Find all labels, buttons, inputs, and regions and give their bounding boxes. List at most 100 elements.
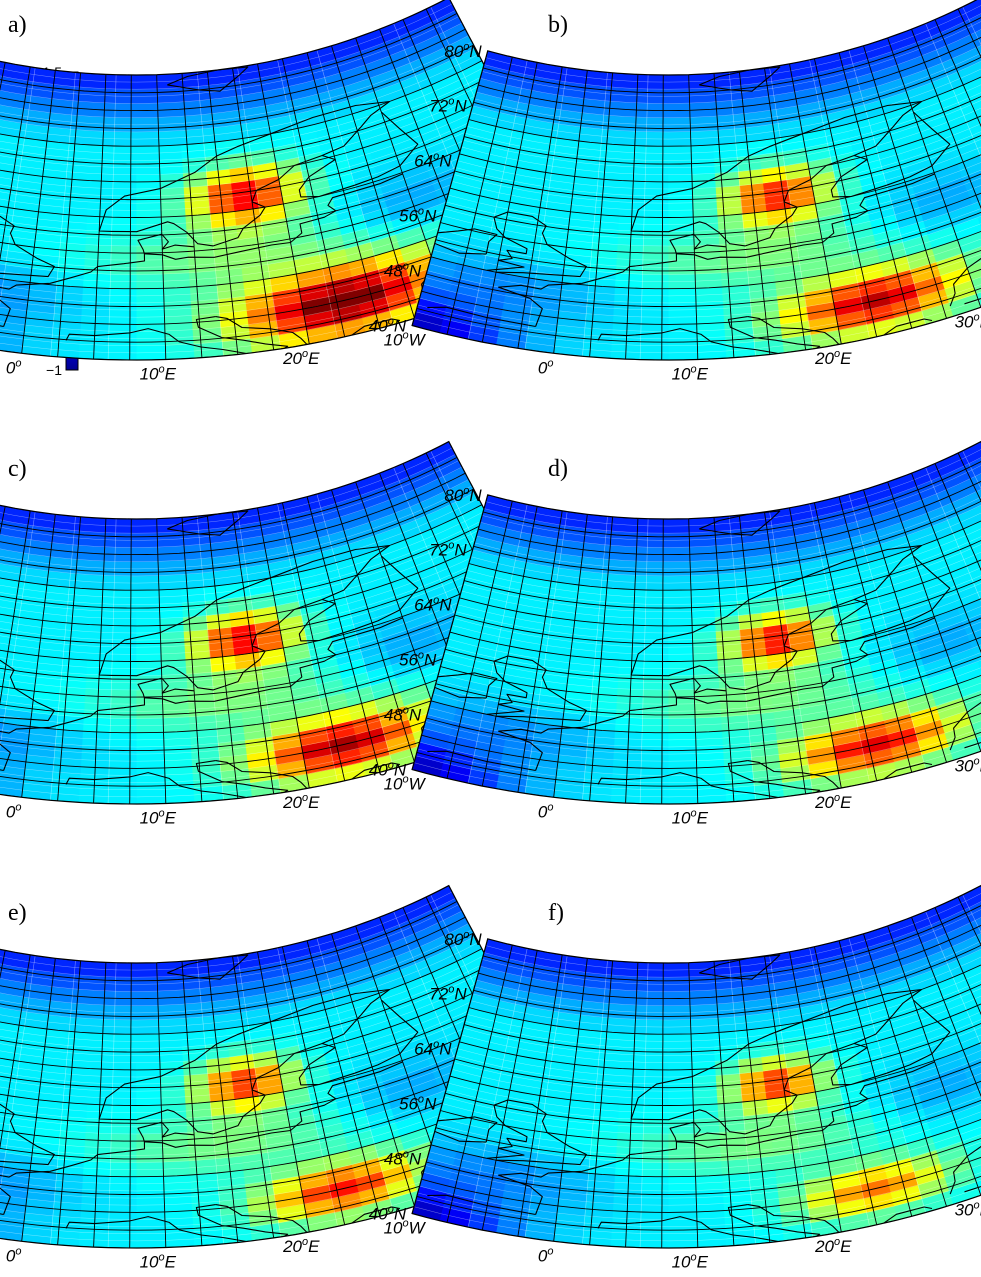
coastline (167, 954, 249, 980)
field-cell (972, 638, 981, 662)
longitude-label: 10oE (672, 808, 709, 828)
field-cell (974, 576, 981, 600)
field-cell (967, 181, 981, 205)
graticule-parallel (426, 646, 981, 752)
graticule-parallel (0, 107, 507, 201)
graticule-parallel (454, 107, 981, 201)
coastline (498, 1141, 678, 1215)
coastline (431, 1116, 498, 1143)
latitude-label: 72oN (429, 984, 467, 1004)
field-cell (977, 207, 981, 232)
coastline (215, 1204, 311, 1236)
graticule-parallel (482, 457, 981, 538)
longitude-label: 0o (538, 1245, 554, 1265)
longitude-label: 10oW (384, 1218, 427, 1238)
coastline (351, 318, 401, 336)
latitude-label: 80oN (444, 485, 482, 505)
graticule-parallel (435, 170, 981, 272)
map-panel-d: d) 40oN 48oN 56oN 64oN 72oN 80oN 10oW 0o 10oE 20oE… (369, 440, 981, 828)
graticule-parallel (0, 457, 458, 538)
coastline (699, 66, 781, 92)
longitude-label: 10oE (140, 808, 177, 828)
field-cell (962, 167, 981, 192)
panel-label: a) (8, 12, 27, 38)
graticule-parallel (0, 60, 483, 147)
graticule-parallel (0, 598, 532, 698)
field-cell (972, 194, 981, 218)
field-cell (974, 910, 981, 934)
field-cell (968, 9, 981, 33)
coastline (137, 1061, 403, 1148)
longitude-label: 0o (538, 801, 554, 821)
map-frame (0, 0, 583, 361)
graticule-parallel (416, 1121, 981, 1231)
graticule-parallel (0, 76, 491, 165)
graticule-parallel (0, 932, 474, 1017)
longitude-label: 20oE (282, 1236, 320, 1256)
graticule-parallel (421, 1106, 981, 1213)
graticule-parallel (454, 551, 981, 645)
field-cell (973, 514, 981, 538)
coastline (215, 316, 311, 348)
graticule-parallel (435, 614, 981, 716)
coastline (747, 1204, 843, 1236)
coastline (215, 760, 311, 792)
coastline (883, 1206, 933, 1224)
field-cell (967, 625, 981, 649)
graticule-parallel (449, 1011, 981, 1106)
graticule-parallel (0, 1011, 516, 1106)
longitude-label: 0o (6, 1245, 22, 1265)
graticule-parallel (459, 979, 981, 1071)
map-field (412, 0, 981, 360)
coastline (830, 555, 951, 642)
field-cell (977, 1095, 981, 1120)
longitude-label: 0o (6, 801, 22, 821)
coastline (486, 1099, 587, 1166)
longitude-label: 10oE (140, 364, 177, 384)
latitude-label: 64oN (414, 595, 452, 615)
panel-label: f) (548, 900, 564, 926)
graticule-parallel (421, 218, 981, 325)
graticule-parallel (435, 1058, 981, 1160)
latitude-label: 48oN (384, 261, 422, 281)
graticule-parallel (440, 1042, 981, 1142)
coastline (0, 1141, 146, 1215)
graticule-parallel (0, 1058, 541, 1160)
graticule-parallel (0, 520, 491, 609)
graticule-parallel (0, 964, 491, 1053)
coastline (747, 316, 843, 348)
latitude-label: 80oN (444, 929, 482, 949)
longitude-label: 10oW (384, 774, 427, 794)
graticule-parallel (445, 583, 981, 680)
coastline (830, 999, 951, 1086)
field-cell (972, 1082, 981, 1106)
graticule-parallel (445, 139, 981, 236)
coastline (431, 672, 498, 699)
longitude-label: 10oE (140, 1252, 177, 1272)
latitude-label: 72oN (429, 96, 467, 116)
coastline (486, 211, 587, 278)
graticule-parallel (478, 28, 981, 112)
field-cell (977, 651, 981, 676)
coastline (427, 750, 536, 772)
longitude-label: 20oE (814, 792, 852, 812)
latitude-label: 56oN (399, 650, 437, 670)
coastline (298, 111, 419, 198)
map-panel-e: e) 40oN 48oN 56oN 64oN 72oN 80oN 10oW 0o 10oE 20oE… (0, 884, 592, 1272)
field-cell (962, 1055, 981, 1080)
graticule-meridian (957, 452, 981, 711)
map-frame (0, 884, 583, 1249)
map-panel-f: f) 40oN 48oN 56oN 64oN 72oN 80oN 10oW 0o 10oE 20oE… (369, 884, 981, 1272)
graticule-meridian (957, 8, 981, 267)
graticule-parallel (0, 916, 466, 1000)
field-cell (974, 132, 981, 156)
graticule-parallel (440, 598, 981, 698)
graticule-parallel (468, 60, 981, 147)
field-cell (962, 611, 981, 636)
coastline (98, 544, 391, 691)
graticule-parallel (459, 91, 981, 183)
coastline (427, 306, 536, 328)
graticule-parallel (0, 535, 499, 627)
